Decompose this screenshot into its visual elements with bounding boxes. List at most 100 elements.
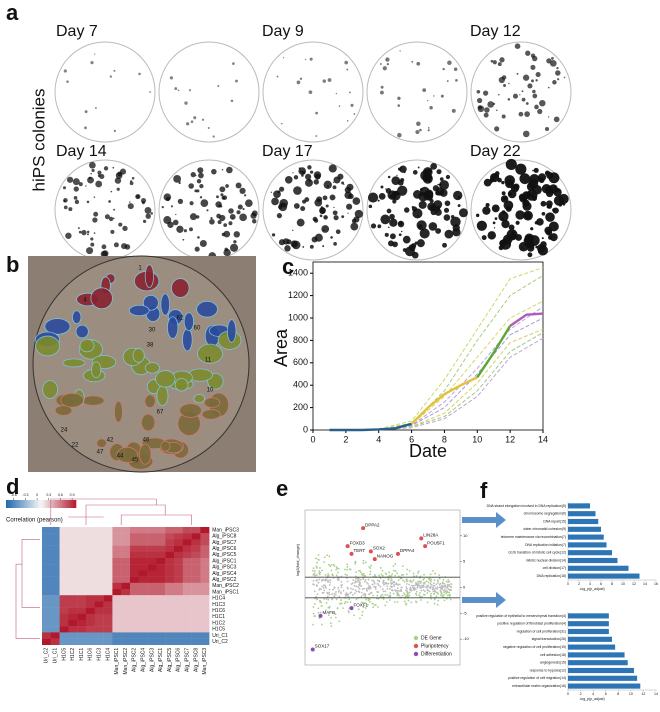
colony bbox=[523, 210, 533, 221]
heatmap-cell bbox=[200, 626, 210, 633]
gene-dot bbox=[319, 599, 321, 602]
gene-dot bbox=[358, 587, 361, 590]
colorbar-cell bbox=[55, 500, 58, 508]
colony bbox=[305, 173, 312, 180]
heatmap-cell bbox=[59, 638, 69, 645]
gene-dot bbox=[408, 583, 411, 586]
colony-segment bbox=[90, 287, 113, 310]
gene-dot bbox=[377, 597, 380, 600]
gene-dot bbox=[382, 595, 385, 598]
colony bbox=[416, 239, 425, 248]
gene-dot bbox=[448, 584, 451, 587]
bar bbox=[568, 542, 607, 548]
colony bbox=[104, 214, 110, 220]
heatmap-cell bbox=[147, 545, 157, 552]
colony bbox=[251, 210, 258, 217]
colony bbox=[314, 173, 321, 180]
heatmap-cell bbox=[50, 638, 60, 645]
gene-dot bbox=[436, 603, 439, 606]
colony bbox=[322, 195, 328, 201]
colony bbox=[141, 201, 145, 205]
gene-dot bbox=[372, 579, 375, 582]
colony bbox=[335, 229, 341, 235]
plate bbox=[262, 159, 364, 261]
colony bbox=[437, 183, 440, 186]
heatmap-cell bbox=[94, 570, 104, 577]
gene-dot bbox=[442, 586, 445, 588]
colorbar-cell bbox=[72, 500, 75, 508]
colony bbox=[291, 240, 301, 250]
heatmap-cell bbox=[130, 539, 139, 546]
heatmap-cell bbox=[130, 533, 139, 540]
colony bbox=[292, 172, 294, 174]
gene-dot bbox=[338, 589, 340, 592]
colony bbox=[545, 200, 553, 208]
category-label: DNA strand elongation involved in DNA re… bbox=[487, 504, 566, 508]
gene-dot bbox=[418, 594, 421, 596]
line bbox=[329, 422, 412, 432]
gene-dot bbox=[320, 588, 322, 591]
bar bbox=[568, 557, 618, 564]
colony bbox=[544, 126, 550, 132]
heatmap-cell bbox=[59, 632, 69, 639]
x-tick-label: 0 bbox=[567, 692, 569, 696]
heatmap-cell bbox=[59, 576, 69, 583]
heatmap-cell bbox=[59, 533, 69, 540]
colony bbox=[419, 188, 423, 191]
gene-dot bbox=[406, 580, 409, 582]
colony bbox=[350, 103, 354, 107]
heatmap-cell bbox=[121, 632, 131, 639]
gene-dot bbox=[435, 595, 438, 598]
gene-dot bbox=[429, 582, 432, 585]
colony bbox=[392, 241, 398, 248]
heatmap-cell bbox=[77, 620, 87, 627]
colony bbox=[532, 89, 536, 94]
x-tick-label: 14 bbox=[654, 692, 658, 696]
gene-dot bbox=[440, 591, 443, 594]
x-tick-label: 0 bbox=[567, 582, 569, 586]
gene-dot bbox=[419, 595, 422, 598]
heatmap-cell bbox=[77, 551, 87, 559]
heatmap-cell bbox=[121, 527, 131, 534]
gene-dot bbox=[324, 579, 327, 582]
plate bbox=[366, 41, 468, 143]
heatmap-cell bbox=[165, 582, 175, 590]
heatmap-cell bbox=[147, 558, 157, 565]
gene-dot bbox=[448, 589, 451, 592]
plate bbox=[158, 159, 260, 261]
heatmap-cell bbox=[112, 601, 122, 608]
gene-dot bbox=[394, 574, 397, 577]
category-label: mitotic nuclear division(14) bbox=[526, 558, 566, 562]
category-label: G1/S transition of mitotic cell cycle(12… bbox=[508, 551, 566, 555]
colony bbox=[84, 126, 87, 130]
gene-dot bbox=[432, 582, 435, 585]
heatmap-cell bbox=[42, 558, 51, 565]
gene-label: MAFB bbox=[323, 610, 336, 615]
colorbar-cell bbox=[23, 500, 26, 508]
y-tick-label: -5 bbox=[463, 610, 467, 615]
x-tick-label: 10 bbox=[621, 582, 625, 586]
heatmap-cell bbox=[42, 589, 51, 596]
gene-dot bbox=[351, 588, 354, 591]
colony bbox=[284, 176, 293, 184]
gene-dot bbox=[374, 574, 376, 576]
gene-dot bbox=[337, 586, 340, 589]
heatmap-cell bbox=[103, 527, 113, 534]
colony bbox=[284, 245, 291, 252]
gene-dot bbox=[328, 591, 331, 594]
heatmap-cell bbox=[182, 638, 192, 645]
heatmap-cell bbox=[50, 539, 60, 546]
colony bbox=[183, 229, 187, 233]
heatmap-cell bbox=[156, 582, 166, 590]
colony-label: 30 bbox=[149, 328, 156, 334]
gene-dot bbox=[409, 579, 412, 582]
colony bbox=[270, 191, 273, 193]
colony bbox=[416, 61, 421, 66]
colony bbox=[99, 173, 105, 180]
gene-dot bbox=[315, 584, 318, 587]
gene-dot bbox=[318, 588, 321, 591]
gene-dot bbox=[415, 584, 418, 586]
colony bbox=[300, 206, 306, 212]
gene-dot bbox=[386, 588, 389, 590]
colony bbox=[388, 226, 390, 229]
